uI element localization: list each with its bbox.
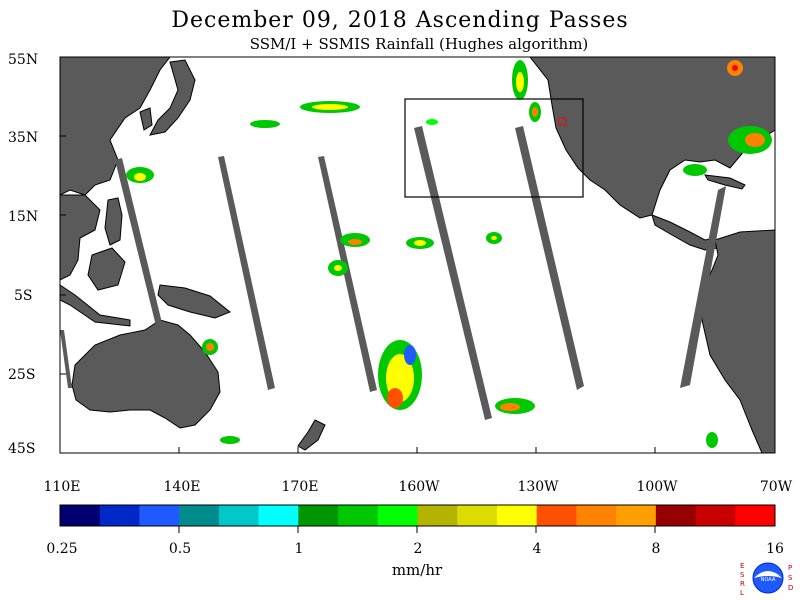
swath-gap (414, 126, 492, 420)
colorbar-tick-label: 0.5 (168, 541, 192, 557)
colorbar-segment (616, 505, 657, 526)
swath-gaps (60, 126, 726, 420)
colorbar-segment (536, 505, 577, 526)
lon-label: 140E (163, 479, 201, 495)
colorbar-segment (496, 505, 538, 526)
colorbar-units: mm/hr (391, 561, 443, 579)
rain-patch (732, 65, 738, 71)
svg-text:P: P (788, 564, 792, 572)
colorbar-segment (417, 505, 458, 526)
swath-gap (218, 156, 275, 390)
new-zealand-landmass (297, 419, 326, 451)
rainfall-patches (126, 60, 772, 448)
colorbar-tick-label: 0.25 (46, 541, 78, 557)
lat-label: 25S (8, 367, 36, 383)
swath-gap (60, 330, 72, 388)
rain-patch (414, 240, 426, 246)
colorbar-tick-label: 1 (294, 541, 304, 557)
svg-text:L: L (740, 589, 744, 597)
swath-gap (515, 126, 584, 390)
colorbar-segment (139, 505, 180, 526)
colorbar (60, 505, 776, 526)
lat-label: 45S (8, 441, 36, 457)
lon-label: 100W (636, 479, 678, 495)
map-subtitle: SSM/I + SSMIS Rainfall (Hughes algorithm… (249, 35, 589, 53)
rain-patch (348, 239, 362, 245)
svg-text:S: S (740, 571, 745, 579)
svg-text:NOAA: NOAA (761, 577, 776, 583)
colorbar-tick-label: 16 (766, 541, 784, 557)
lat-label: 5S (14, 288, 33, 304)
new-guinea-landmass (157, 284, 231, 319)
lon-label: 130W (517, 479, 559, 495)
colorbar-tick-label: 4 (532, 541, 542, 557)
colorbar-segment (457, 505, 498, 526)
indochina-landmass (59, 194, 101, 281)
rain-patch (426, 119, 438, 125)
colorbar-segment (218, 505, 260, 526)
swath-gap (115, 158, 162, 326)
asia-landmass (59, 56, 172, 196)
indonesia-landmass (59, 284, 131, 327)
lon-label: 70W (759, 479, 793, 495)
lat-label: 55N (8, 52, 39, 68)
lon-label: 110E (43, 479, 81, 495)
land-masses (59, 56, 776, 454)
borneo-landmass (87, 247, 126, 291)
rain-patch (745, 133, 765, 147)
lon-label: 170E (281, 479, 319, 495)
svg-text:S: S (788, 574, 793, 582)
rain-patch (500, 403, 520, 411)
colorbar-segment (576, 505, 617, 526)
svg-text:E: E (740, 562, 744, 570)
swath-gap (318, 156, 377, 392)
colorbar-ticks (178, 526, 656, 533)
rain-patch (404, 345, 416, 365)
colorbar-segment (377, 505, 418, 526)
colorbar-segment (179, 505, 220, 526)
lat-label: 35N (8, 130, 39, 146)
rain-patch (206, 343, 214, 351)
swath-gap (680, 186, 726, 388)
noaa-logo: E S R L NOAA P S D (740, 562, 793, 597)
colorbar-segment (695, 505, 736, 526)
axis-ticks (60, 135, 656, 453)
svg-text:R: R (740, 580, 745, 588)
rain-patch (334, 265, 342, 271)
philippines-landmass (104, 197, 123, 246)
colorbar-segment (735, 505, 776, 526)
colorbar-segment (298, 505, 339, 526)
rain-patch (683, 164, 707, 176)
colorbar-segment (655, 505, 697, 526)
korea-landmass (139, 107, 153, 131)
rain-patch (516, 72, 524, 92)
rain-patch (134, 173, 146, 181)
noaa-emblem (752, 562, 784, 594)
location-marker (558, 117, 567, 126)
map-title: December 09, 2018 Ascending Passes (171, 8, 629, 33)
lat-label: 15N (8, 209, 39, 225)
lon-label: 160W (398, 479, 440, 495)
colorbar-tick-label: 8 (651, 541, 661, 557)
australia-landmass (71, 319, 221, 429)
rain-patch (532, 107, 538, 117)
rain-patch (312, 104, 348, 110)
rain-patch (491, 236, 497, 240)
colorbar-segment (99, 505, 140, 526)
colorbar-segment (60, 505, 101, 526)
japan-landmass (149, 59, 196, 136)
svg-text:D: D (788, 584, 793, 592)
rain-patch (387, 388, 403, 408)
rain-patch (706, 432, 718, 448)
highlight-box (404, 98, 584, 198)
colorbar-tick-label: 2 (413, 541, 423, 557)
colorbar-segment (338, 505, 379, 526)
colorbar-segment (258, 505, 299, 526)
rain-patch (250, 120, 280, 128)
rain-patch (220, 436, 240, 444)
caribbean-landmass (704, 174, 746, 190)
